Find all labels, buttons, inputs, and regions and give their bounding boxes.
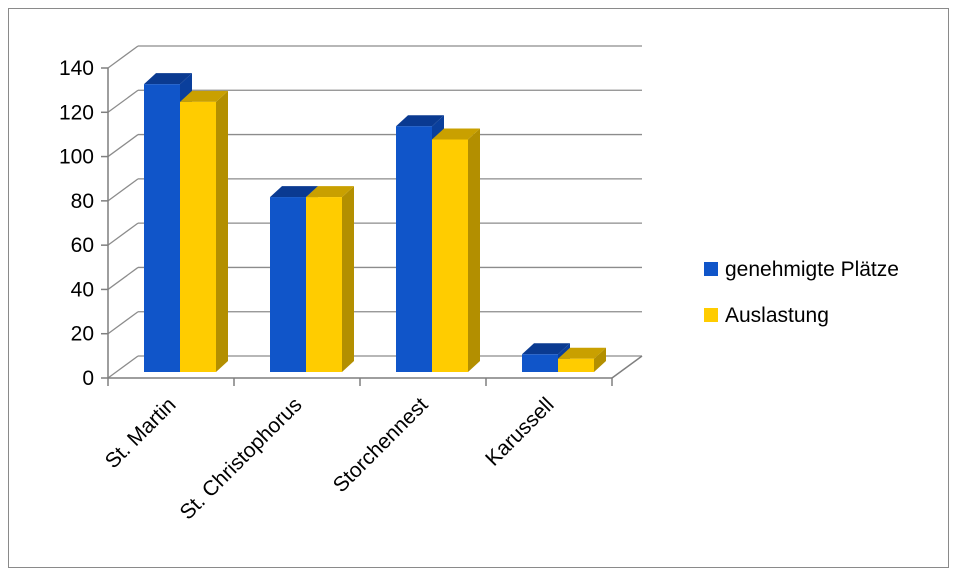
bar-side bbox=[468, 128, 480, 372]
bar-front bbox=[270, 197, 306, 372]
legend-swatch bbox=[704, 262, 718, 276]
bar-top bbox=[306, 186, 354, 198]
legend: genehmigte Plätze Auslastung bbox=[704, 258, 899, 327]
bar-top bbox=[180, 90, 228, 102]
gridline-diagonal bbox=[107, 89, 139, 113]
bar-front bbox=[180, 101, 216, 372]
axes bbox=[101, 67, 643, 386]
y-tick-label: 0 bbox=[82, 367, 94, 390]
bar-side bbox=[594, 347, 606, 372]
bar-auslastung-3 bbox=[558, 347, 606, 372]
gridline-diagonal bbox=[107, 222, 139, 246]
gridline-diagonal bbox=[107, 178, 139, 202]
bar-front bbox=[522, 354, 558, 372]
bar-top bbox=[396, 115, 444, 127]
y-tick-labels: 0 20 40 60 80 100 120 140 bbox=[59, 57, 94, 390]
y-tick-label: 80 bbox=[71, 190, 94, 213]
bar-front bbox=[432, 139, 468, 372]
y-tick-label: 20 bbox=[71, 323, 94, 346]
bar-front bbox=[144, 84, 180, 373]
y-tick-label: 140 bbox=[59, 57, 94, 80]
x-tick-label: Karussell bbox=[481, 393, 558, 470]
legend-swatch bbox=[704, 308, 718, 322]
x-tick-label: Storchennest bbox=[329, 393, 433, 497]
x-tick-label: St. Christophorus bbox=[176, 393, 307, 524]
y-tick-label: 60 bbox=[71, 234, 94, 257]
y-tick-label: 40 bbox=[71, 278, 94, 301]
y-tick-label: 100 bbox=[59, 146, 94, 169]
bar-top bbox=[144, 73, 192, 85]
bar-auslastung-1 bbox=[306, 186, 354, 372]
y-tick-label: 120 bbox=[59, 101, 94, 124]
gridline-diagonal bbox=[107, 311, 139, 335]
gridline-diagonal bbox=[107, 355, 139, 379]
bar-top bbox=[522, 343, 570, 355]
bar-top bbox=[270, 186, 318, 198]
bar-auslastung-2 bbox=[432, 128, 480, 372]
legend-label: Auslastung bbox=[725, 304, 829, 327]
bar-front bbox=[558, 358, 594, 372]
bar-top bbox=[558, 347, 606, 359]
gridline-diagonal bbox=[107, 134, 139, 158]
legend-label: genehmigte Plätze bbox=[725, 258, 899, 281]
floor-right-edge bbox=[611, 355, 643, 379]
bars bbox=[144, 73, 606, 373]
gridline-diagonal bbox=[107, 45, 139, 69]
x-tick-label: St. Martin bbox=[101, 393, 181, 473]
bar-front bbox=[306, 197, 342, 372]
gridline-diagonal bbox=[107, 266, 139, 290]
bar-side bbox=[342, 186, 354, 372]
bar-front bbox=[396, 126, 432, 372]
bar-side bbox=[216, 90, 228, 372]
bar-auslastung-0 bbox=[180, 90, 228, 372]
bar-top bbox=[432, 128, 480, 140]
